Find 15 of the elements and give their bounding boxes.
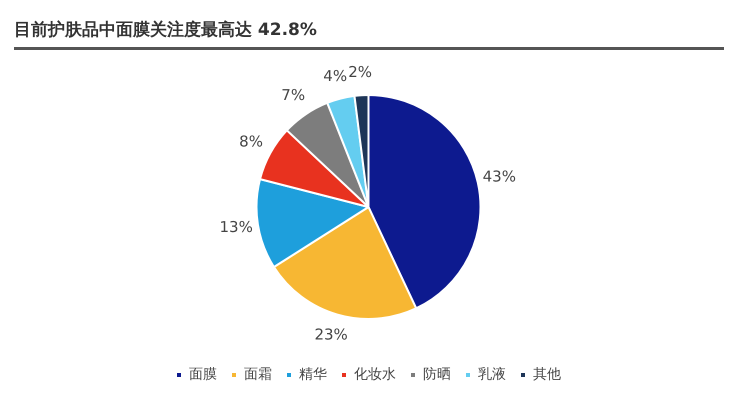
legend-label: 面霜 — [244, 366, 272, 383]
legend-label: 防晒 — [423, 366, 451, 383]
data-label: 23% — [314, 326, 348, 344]
data-label: 43% — [482, 168, 516, 186]
data-label: 4% — [323, 67, 348, 86]
data-label: 13% — [219, 218, 253, 236]
legend-label: 面膜 — [189, 366, 217, 383]
legend-label: 精华 — [299, 366, 327, 383]
data-label: 8% — [239, 132, 263, 150]
data-label: 7% — [281, 86, 306, 104]
legend-label: 化妆水 — [354, 366, 396, 383]
legend-label: 其他 — [533, 366, 561, 383]
data-label: 2% — [348, 63, 372, 82]
chart-title: 目前护肤品中面膜关注度最高达 42.8% — [14, 18, 724, 50]
legend-label: 乳液 — [478, 366, 506, 383]
